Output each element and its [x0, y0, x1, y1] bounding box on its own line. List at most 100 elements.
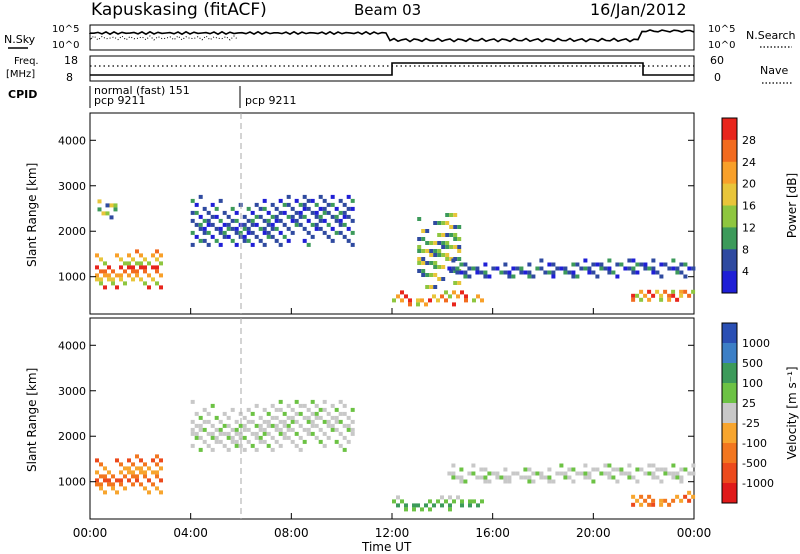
echo-cell — [479, 270, 484, 275]
echo-cell — [270, 415, 275, 420]
echo-cell — [436, 298, 440, 303]
echo-cell — [234, 427, 239, 432]
colorbar-frame — [721, 117, 738, 294]
echo-cell — [675, 266, 680, 271]
echo-cell — [314, 202, 319, 207]
echo-cell — [298, 214, 303, 219]
echo-cell — [250, 222, 255, 227]
echo-cell — [139, 277, 143, 282]
echo-cell — [151, 277, 155, 282]
cpid-panel: CPID normal (fast) 151 pcp 9211 pcp 9211 — [8, 84, 297, 108]
echo-cell — [222, 222, 227, 227]
echo-cell — [238, 423, 243, 428]
ytick-label: 2000 — [58, 225, 86, 238]
echo-cell — [467, 274, 472, 279]
echo-cell — [135, 478, 139, 483]
echo-cell — [230, 226, 235, 231]
xtick-label: 12:00 — [375, 526, 410, 540]
echo-cell — [113, 203, 118, 208]
echo-cell — [433, 285, 438, 289]
echo-cell — [147, 273, 151, 278]
echo-cell — [404, 507, 408, 512]
echo-cell — [103, 269, 107, 274]
echo-cell — [234, 218, 239, 223]
echo-cell — [651, 270, 656, 275]
echo-cell — [437, 277, 442, 281]
echo-cell — [286, 202, 291, 207]
echo-cell — [631, 502, 636, 507]
echo-cell — [444, 499, 448, 504]
echo-cell — [139, 253, 143, 258]
colorbar-swatch — [722, 249, 737, 272]
echo-cell — [306, 218, 311, 223]
echo-cell — [421, 249, 426, 253]
echo-cell — [310, 399, 315, 404]
echo-cell — [95, 478, 99, 483]
echo-cell — [119, 478, 123, 483]
echo-cell — [318, 439, 323, 444]
echo-cell — [119, 257, 123, 262]
echo-cell — [99, 486, 103, 491]
echo-cell — [619, 471, 624, 476]
echo-cell — [326, 234, 331, 239]
echo-cell — [298, 411, 303, 416]
echo-cell — [647, 289, 652, 294]
echo-cell — [338, 210, 343, 215]
echo-cell — [198, 222, 203, 227]
echo-cell — [425, 285, 430, 289]
echo-cell — [155, 454, 159, 459]
echo-cell — [655, 467, 660, 472]
echo-cell — [453, 213, 458, 217]
echo-cell — [404, 503, 408, 508]
echo-cell — [441, 253, 446, 257]
echo-cell — [338, 399, 343, 404]
echo-cell — [471, 463, 476, 468]
echo-cell — [318, 226, 323, 231]
echo-cell — [639, 262, 644, 267]
colorbar-tick-label: 8 — [742, 243, 749, 256]
echo-cell — [286, 423, 291, 428]
echo-cell — [246, 230, 251, 235]
echo-cell — [111, 269, 115, 274]
echo-cell — [491, 266, 496, 271]
echo-cell — [671, 498, 676, 503]
echo-cell — [346, 194, 351, 199]
echo-cell — [421, 229, 426, 233]
echo-cell — [575, 274, 580, 279]
echo-cell — [623, 471, 628, 476]
echo-cell — [507, 479, 512, 484]
echo-cell — [445, 245, 450, 249]
echo-cell — [246, 427, 251, 432]
echo-cell — [246, 226, 251, 231]
echo-cell — [639, 289, 644, 294]
echo-cell — [314, 210, 319, 215]
echo-cell — [567, 270, 572, 275]
echo-cell — [143, 474, 147, 479]
echo-cell — [115, 253, 119, 258]
echo-cell — [242, 427, 247, 432]
echo-cell — [445, 241, 450, 245]
echo-cell — [615, 479, 620, 484]
echo-cell — [607, 258, 612, 263]
echo-cell — [202, 230, 207, 235]
echo-cell — [487, 471, 492, 476]
echo-cell — [342, 234, 347, 239]
echo-cell — [457, 237, 462, 241]
echo-cell — [467, 471, 472, 476]
echo-cell — [131, 257, 135, 262]
echo-cell — [547, 467, 552, 472]
echo-cell — [298, 435, 303, 440]
echo-cell — [635, 479, 640, 484]
echo-cell — [475, 266, 480, 271]
echo-cell — [437, 265, 442, 269]
echo-cell — [424, 503, 428, 508]
echo-cell — [206, 218, 211, 223]
echo-cell — [679, 498, 684, 503]
echo-cell — [238, 443, 243, 448]
echo-cell — [143, 269, 147, 274]
echo-cell — [487, 274, 492, 279]
echo-cell — [531, 274, 536, 279]
echo-cell — [639, 502, 644, 507]
echo-cell — [318, 407, 323, 412]
echo-cell — [429, 249, 434, 253]
